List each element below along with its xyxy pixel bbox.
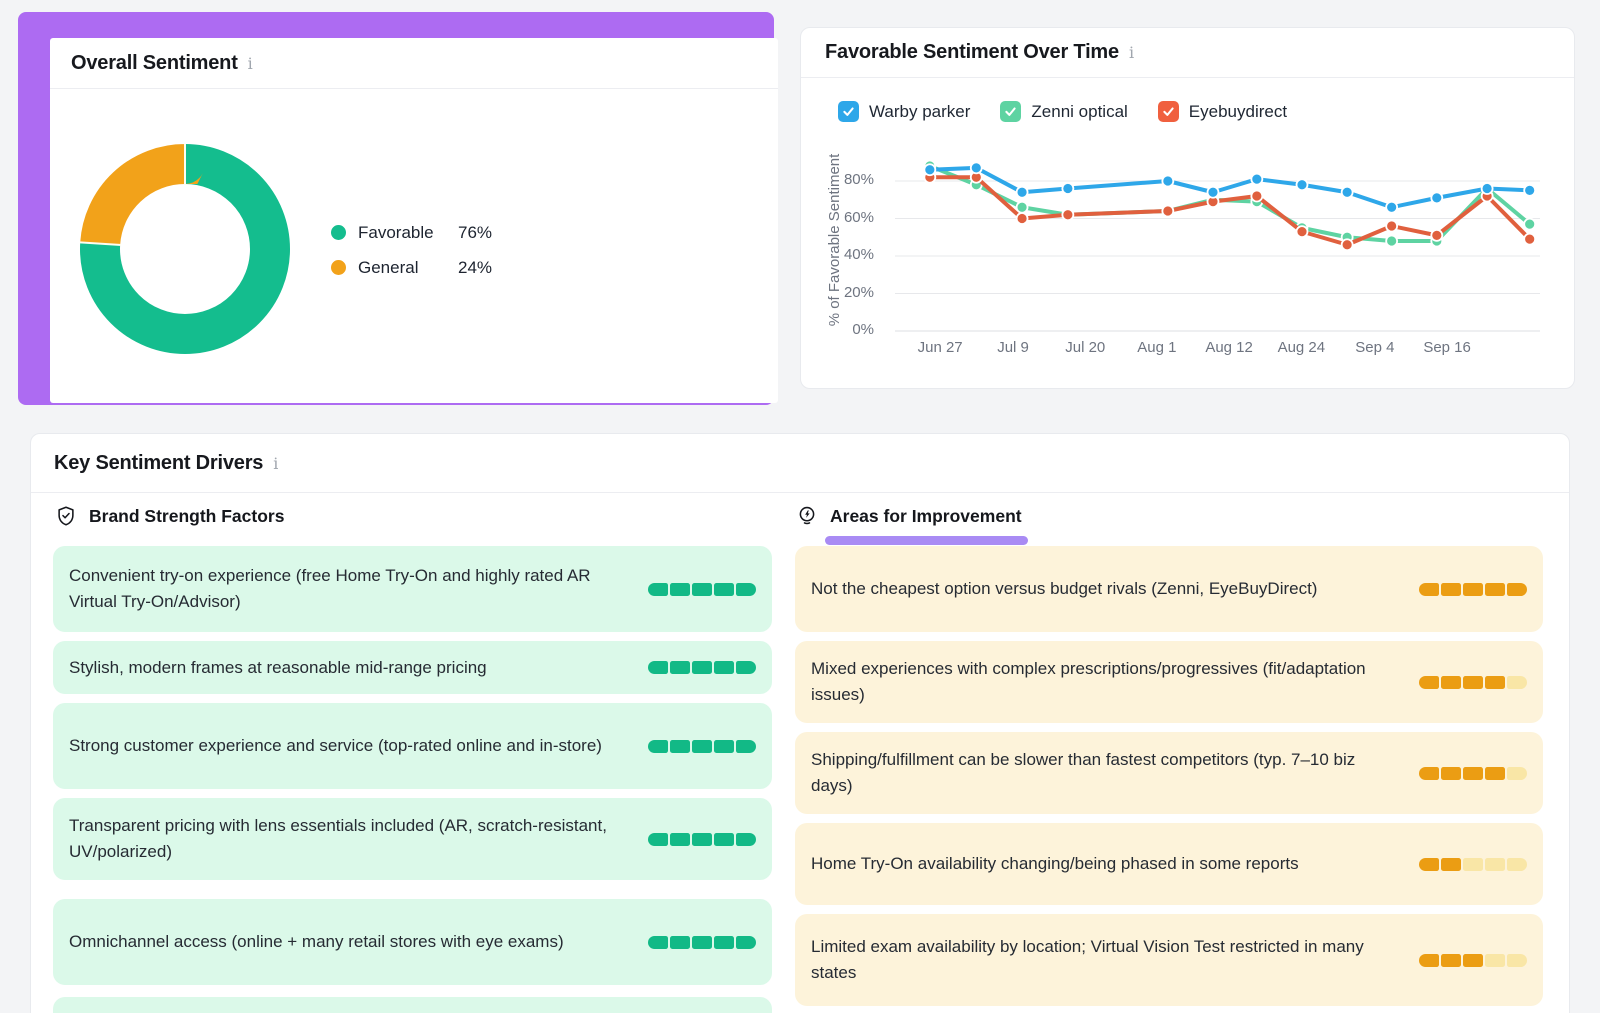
legend-label: Eyebuydirect bbox=[1188, 101, 1288, 121]
sentiment-over-time-title: Favorable Sentiment Over Time bbox=[825, 41, 1119, 63]
column-title: Brand Strength Factors bbox=[89, 505, 285, 526]
overall-sentiment-card: Overall Sentiment i Favorable 76% Genera… bbox=[50, 38, 778, 403]
driver-text: Omnichannel access (online + many retail… bbox=[69, 932, 564, 951]
score-bar bbox=[648, 935, 756, 949]
driver-text: Not the cheapest option versus budget ri… bbox=[811, 579, 1318, 598]
legend-value: 76% bbox=[458, 222, 493, 242]
legend-label: Favorable bbox=[358, 222, 434, 242]
driver-text: Transparent pricing with lens essentials… bbox=[69, 816, 607, 861]
general-dot-icon bbox=[331, 260, 346, 275]
x-tick-label: Aug 1 bbox=[1137, 339, 1177, 356]
strength-item: Stylish, modern frames at reasonable mid… bbox=[53, 641, 772, 694]
score-bar bbox=[1419, 675, 1527, 689]
score-bar bbox=[1419, 766, 1527, 780]
driver-text: Strong customer experience and service (… bbox=[69, 736, 602, 755]
checkbox-checked-icon[interactable] bbox=[1157, 101, 1179, 122]
overall-sentiment-highlight-frame: Overall Sentiment i Favorable 76% Genera… bbox=[18, 12, 778, 405]
score-bar bbox=[648, 582, 756, 596]
driver-text: Shipping/fulfillment can be slower than … bbox=[811, 750, 1356, 795]
overall-sentiment-header: Overall Sentiment i bbox=[50, 38, 778, 89]
score-bar bbox=[648, 661, 756, 674]
driver-text: Limited exam availability by location; V… bbox=[811, 937, 1364, 982]
improvement-item: Mixed experiences with complex prescript… bbox=[795, 641, 1543, 723]
legend-value: 24% bbox=[458, 257, 493, 277]
x-tick-label: Aug 12 bbox=[1205, 339, 1253, 356]
legend-item-general: General 24% bbox=[331, 254, 492, 281]
series-legend: Warby parker Zenni optical Eyebuydirect bbox=[838, 101, 1287, 122]
score-bar bbox=[648, 832, 756, 846]
key-sentiment-drivers-header: Key Sentiment Drivers i bbox=[31, 434, 1569, 493]
lightbulb-icon bbox=[796, 505, 818, 527]
strength-item: Transparent pricing with lens essentials… bbox=[53, 798, 772, 880]
x-tick-label: Aug 24 bbox=[1277, 339, 1326, 356]
score-bar bbox=[1419, 582, 1527, 596]
info-icon[interactable]: i bbox=[273, 453, 279, 473]
improvement-item: Not the cheapest option versus budget ri… bbox=[795, 546, 1543, 632]
brand-strength-heading: Brand Strength Factors bbox=[55, 505, 284, 527]
x-tick-label: Jul 20 bbox=[1065, 339, 1106, 356]
x-tick-label: Jul 9 bbox=[997, 339, 1029, 356]
checkbox-checked-icon[interactable] bbox=[838, 101, 859, 122]
overall-sentiment-donut-chart bbox=[80, 144, 290, 354]
score-bar bbox=[648, 739, 756, 753]
x-tick-label: Jun 27 bbox=[917, 339, 963, 356]
sentiment-line-chart bbox=[895, 159, 1540, 332]
driver-text: Home Try-On availability changing/being … bbox=[811, 854, 1299, 873]
score-bar bbox=[1419, 953, 1527, 967]
improvement-item: Shipping/fulfillment can be slower than … bbox=[795, 732, 1543, 814]
score-bar bbox=[1419, 857, 1527, 871]
strength-item: Omnichannel access (online + many retail… bbox=[53, 899, 772, 985]
driver-text: Mixed experiences with complex prescript… bbox=[811, 659, 1366, 704]
checkbox-checked-icon[interactable] bbox=[1000, 101, 1022, 122]
driver-text: Stylish, modern frames at reasonable mid… bbox=[69, 657, 487, 677]
info-icon[interactable]: i bbox=[1128, 43, 1135, 62]
y-tick-label: 20% bbox=[843, 283, 874, 301]
strength-item bbox=[53, 997, 772, 1013]
legend-toggle-zenni-optical[interactable]: Zenni optical bbox=[1000, 101, 1128, 122]
strength-item: Convenient try-on experience (free Home … bbox=[53, 546, 772, 632]
legend-item-favorable: Favorable 76% bbox=[331, 219, 492, 246]
shield-check-icon bbox=[55, 505, 77, 527]
improvement-item: Limited exam availability by location; V… bbox=[795, 914, 1543, 1006]
favorable-dot-icon bbox=[331, 225, 346, 240]
x-tick-label: Sep 4 bbox=[1355, 339, 1395, 356]
heading-underline bbox=[825, 536, 1028, 545]
strength-item: Strong customer experience and service (… bbox=[53, 703, 772, 789]
legend-toggle-eyebuydirect[interactable]: Eyebuydirect bbox=[1157, 101, 1288, 122]
legend-toggle-warby-parker[interactable]: Warby parker bbox=[838, 101, 970, 122]
driver-text: Convenient try-on experience (free Home … bbox=[69, 566, 591, 611]
key-sentiment-drivers-title: Key Sentiment Drivers bbox=[54, 451, 264, 474]
legend-label: Zenni optical bbox=[1031, 101, 1128, 121]
column-title: Areas for Improvement bbox=[830, 505, 1022, 526]
improvement-item: Home Try-On availability changing/being … bbox=[795, 823, 1543, 905]
areas-improvement-heading: Areas for Improvement bbox=[796, 505, 1022, 527]
y-tick-label: 0% bbox=[852, 321, 874, 338]
donut-legend: Favorable 76% General 24% bbox=[331, 219, 492, 281]
y-tick-label: 40% bbox=[843, 246, 874, 263]
x-tick-label: Sep 16 bbox=[1423, 339, 1471, 356]
info-icon[interactable]: i bbox=[247, 53, 253, 73]
y-tick-label: 60% bbox=[843, 208, 874, 226]
legend-label: General bbox=[358, 257, 419, 277]
overall-sentiment-title: Overall Sentiment bbox=[71, 51, 238, 74]
sentiment-over-time-header: Favorable Sentiment Over Time i bbox=[801, 28, 1574, 78]
legend-label: Warby parker bbox=[869, 101, 971, 121]
y-tick-label: 80% bbox=[843, 171, 874, 188]
